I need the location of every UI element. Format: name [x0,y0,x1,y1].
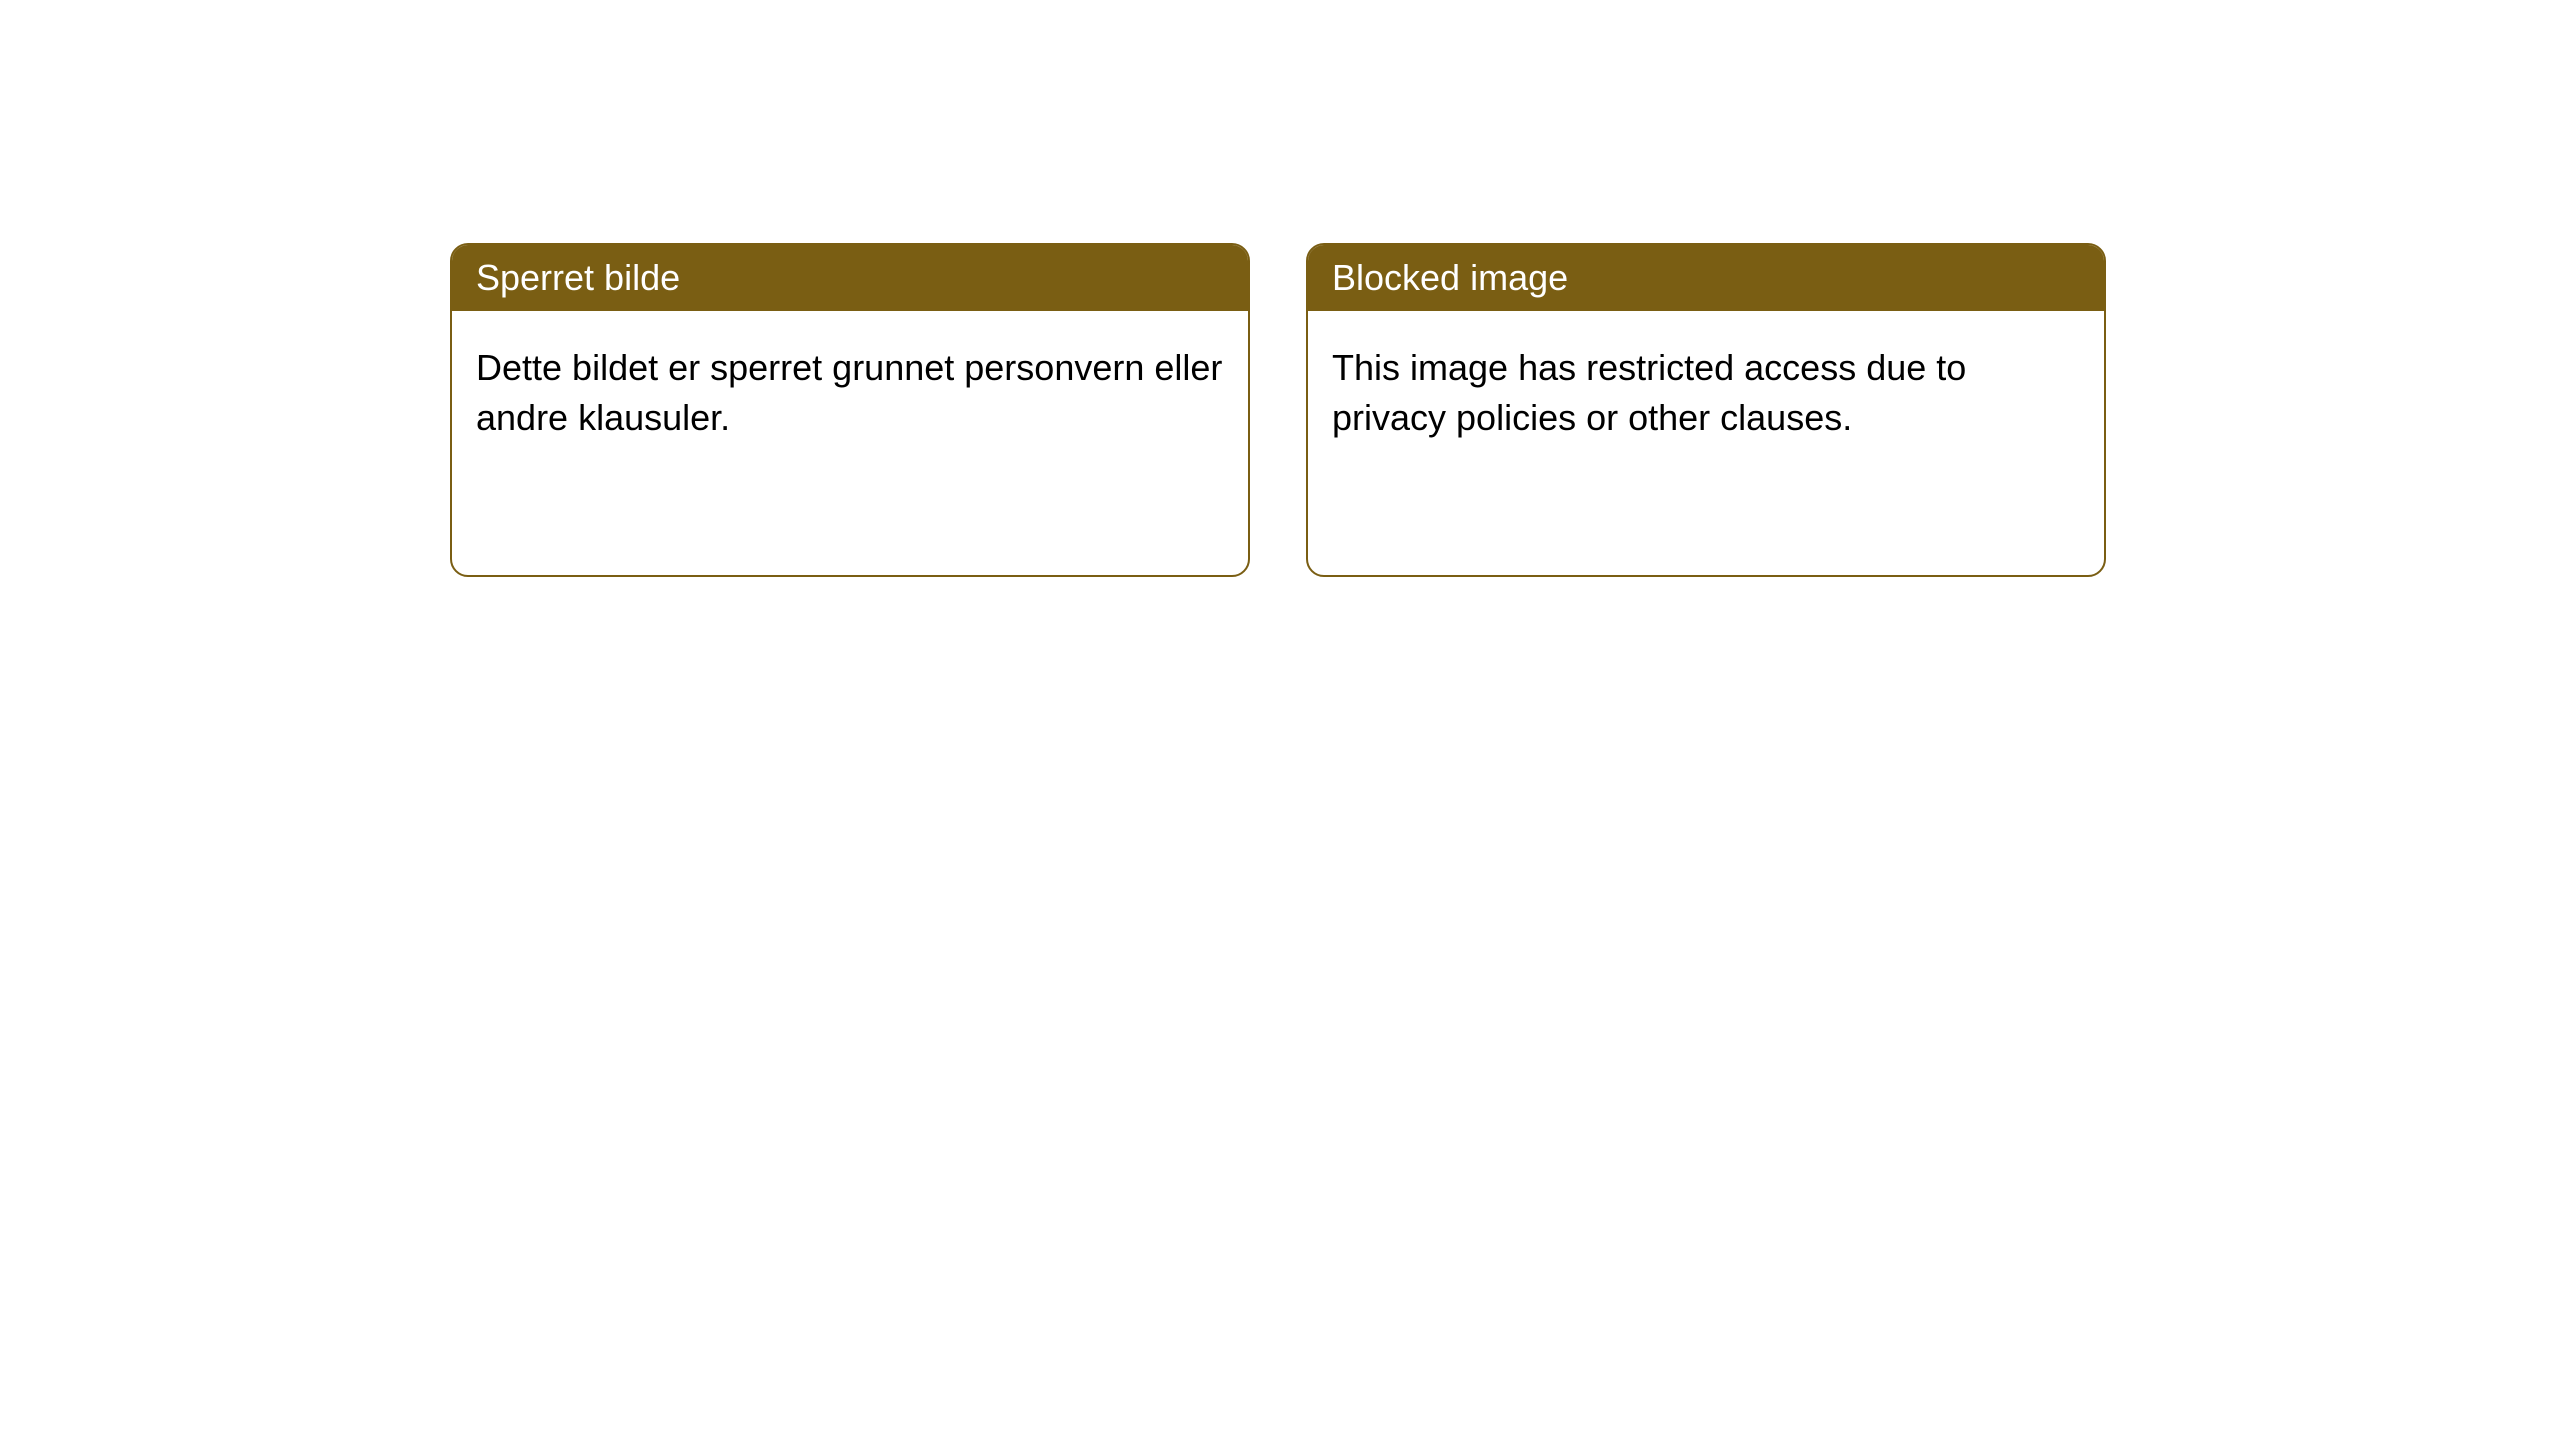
notice-card-english: Blocked image This image has restricted … [1306,243,2106,577]
card-body: This image has restricted access due to … [1308,311,2104,476]
card-body-text: This image has restricted access due to … [1332,347,1966,438]
card-header-text: Sperret bilde [476,257,680,298]
card-body: Dette bildet er sperret grunnet personve… [452,311,1248,476]
notice-card-norwegian: Sperret bilde Dette bildet er sperret gr… [450,243,1250,577]
card-header: Blocked image [1308,245,2104,311]
card-body-text: Dette bildet er sperret grunnet personve… [476,347,1222,438]
card-header: Sperret bilde [452,245,1248,311]
notice-cards-container: Sperret bilde Dette bildet er sperret gr… [450,243,2106,577]
card-header-text: Blocked image [1332,257,1568,298]
